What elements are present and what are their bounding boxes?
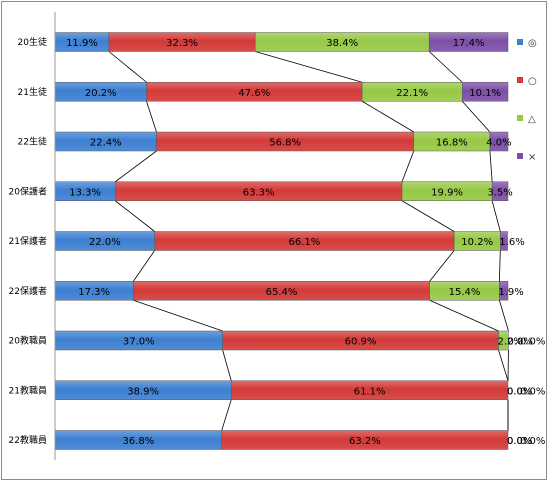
- data-label: 63.2%: [349, 436, 381, 447]
- data-label: 15.4%: [449, 287, 481, 298]
- series-line: [428, 51, 463, 83]
- bar-segment: [500, 231, 508, 251]
- data-label: 17.3%: [78, 287, 110, 298]
- series-line: [108, 51, 147, 83]
- category-label: 20保護者: [9, 185, 47, 197]
- category-label: 21生徒: [18, 86, 47, 98]
- series-line: [401, 150, 415, 182]
- data-label: 0.0%: [520, 386, 545, 397]
- series-line: [429, 250, 455, 282]
- data-label: 61.1%: [354, 386, 386, 397]
- data-label: 1.6%: [499, 237, 524, 248]
- category-label: 22保護者: [9, 285, 47, 297]
- data-label: 38.4%: [326, 38, 358, 49]
- legend: ◎ ○ △ ×: [517, 38, 537, 163]
- legend-swatch: [517, 115, 523, 121]
- bar-segment: [428, 32, 509, 52]
- series-line: [401, 200, 455, 232]
- bar-segment: [489, 131, 509, 152]
- series-line: [133, 250, 155, 282]
- category-label: 22教職員: [9, 434, 47, 446]
- series-line: [498, 250, 501, 282]
- data-label: 0.0%: [507, 436, 532, 447]
- series-lines: [108, 51, 509, 431]
- legend-label: ◎: [528, 38, 537, 49]
- data-label: 16.8%: [436, 138, 468, 149]
- data-label: 60.9%: [345, 337, 377, 348]
- series-line: [133, 299, 223, 332]
- data-label: 65.4%: [266, 287, 298, 298]
- data-label: 3.5%: [487, 187, 512, 198]
- category-label: 20教職員: [9, 335, 47, 347]
- bar-segment: [498, 330, 509, 351]
- legend-label: ○: [528, 76, 537, 87]
- category-label: 22生徒: [18, 136, 47, 148]
- data-label: 2.2%: [497, 337, 522, 348]
- data-label: 0.0%: [507, 337, 532, 348]
- data-label: 22.0%: [89, 237, 121, 248]
- data-label: 11.9%: [66, 38, 98, 49]
- legend-swatch: [517, 77, 523, 83]
- data-label: 10.1%: [469, 88, 501, 99]
- data-label: 17.4%: [453, 38, 485, 49]
- data-label: 19.9%: [431, 187, 463, 198]
- data-label: 20.2%: [85, 88, 117, 99]
- series-line: [221, 399, 232, 431]
- bar-segment: [221, 430, 509, 450]
- series-line: [115, 150, 157, 183]
- bar-segment: [230, 380, 509, 400]
- data-labels: 11.9% 32.3% 38.4% 17.4% 20.2% 47.6% 22.1% 10.1%…: [66, 38, 545, 447]
- series-line: [429, 299, 499, 332]
- data-label: 0.0%: [520, 436, 545, 447]
- series-line: [499, 300, 509, 332]
- series-line: [255, 51, 363, 83]
- data-label: 63.3%: [243, 187, 275, 198]
- bar-segment: [491, 181, 509, 201]
- data-label: 0.0%: [507, 386, 532, 397]
- series-line: [489, 150, 493, 182]
- legend-swatch: [517, 153, 523, 159]
- data-label: 47.6%: [238, 88, 270, 99]
- series-line: [222, 349, 232, 381]
- bars: [54, 32, 509, 450]
- data-label: 10.2%: [461, 237, 493, 248]
- category-label: 21教職員: [9, 384, 47, 396]
- bar-segment: [499, 281, 509, 301]
- data-label: 0.0%: [520, 337, 545, 348]
- data-label: 13.3%: [69, 187, 101, 198]
- series-line: [115, 200, 155, 232]
- data-label: 37.0%: [123, 337, 155, 348]
- data-label: 4.0%: [486, 138, 511, 149]
- data-label: 32.3%: [166, 38, 198, 49]
- series-line: [146, 101, 157, 133]
- data-label: 22.1%: [396, 88, 428, 99]
- data-label: 1.9%: [498, 287, 523, 298]
- legend-label: △: [528, 114, 536, 125]
- legend-label: ×: [528, 152, 536, 163]
- data-label: 38.9%: [127, 386, 159, 397]
- bar-segment: [461, 82, 509, 102]
- series-line: [491, 200, 501, 232]
- category-label: 21保護者: [9, 235, 47, 247]
- series-line: [461, 100, 491, 133]
- legend-swatch: [517, 39, 523, 45]
- data-label: 36.8%: [122, 436, 154, 447]
- data-label: 66.1%: [288, 237, 320, 248]
- data-label: 0.0%: [507, 436, 532, 447]
- series-line: [361, 100, 414, 133]
- category-labels: 20生徒 21生徒 22生徒 20保護者 21保護者 22保護者 20教職員 21教職員 22教…: [9, 36, 47, 446]
- data-label: 22.4%: [90, 138, 122, 149]
- series-line: [498, 349, 509, 381]
- category-label: 20生徒: [18, 36, 47, 48]
- data-label: 56.8%: [269, 138, 301, 149]
- data-label: 0.0%: [507, 386, 532, 397]
